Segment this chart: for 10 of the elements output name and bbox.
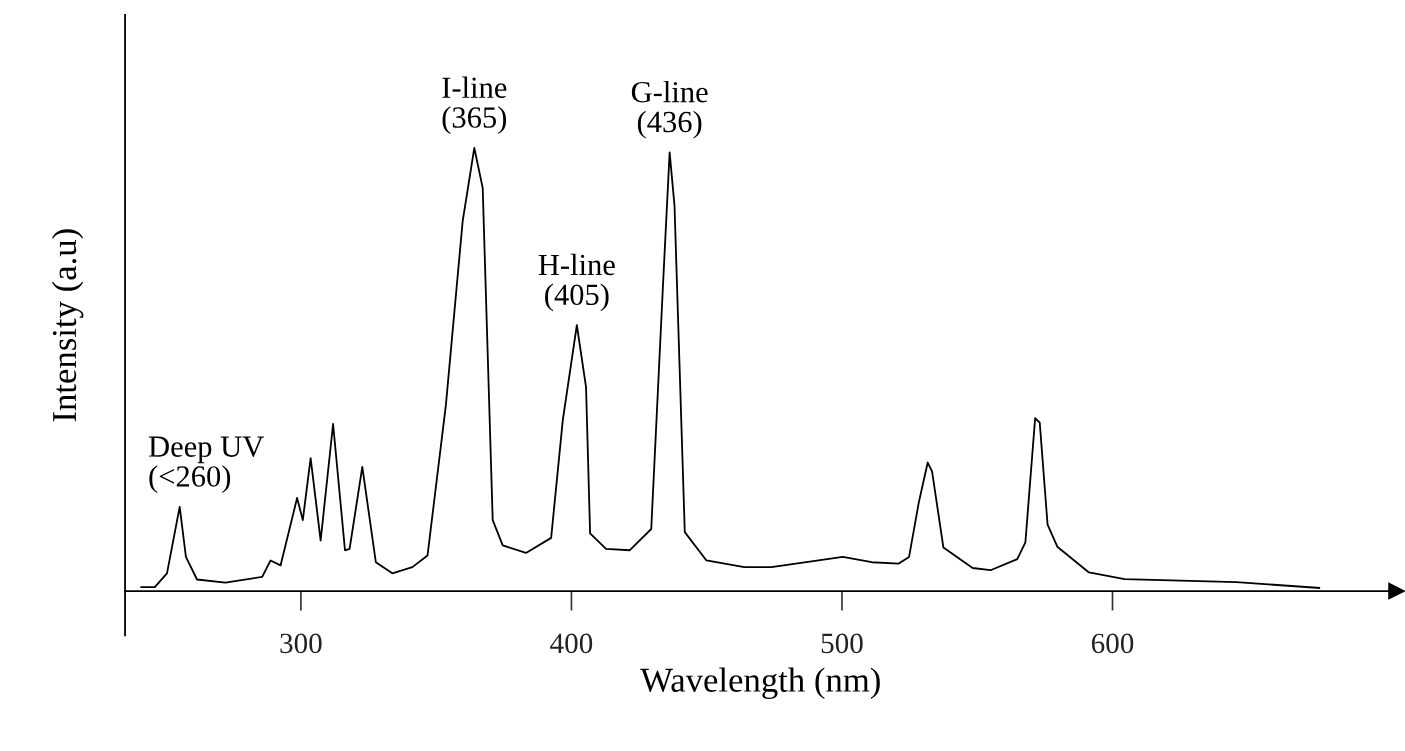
- x-axis-title: Wavelength (nm): [640, 667, 880, 700]
- x-tick-label: 500: [821, 633, 863, 654]
- annotation: Deep UV (<260): [148, 436, 264, 493]
- annotation: H-line (405): [538, 253, 615, 312]
- y-axis-title: Intensity (a.u): [51, 229, 84, 422]
- annotation: G-line (436): [631, 80, 708, 139]
- x-tick-label: 400: [550, 633, 593, 654]
- x-tick-label: 600: [1091, 633, 1134, 654]
- annotation: I-line (365): [442, 76, 507, 135]
- x-tick-label: 300: [280, 633, 322, 654]
